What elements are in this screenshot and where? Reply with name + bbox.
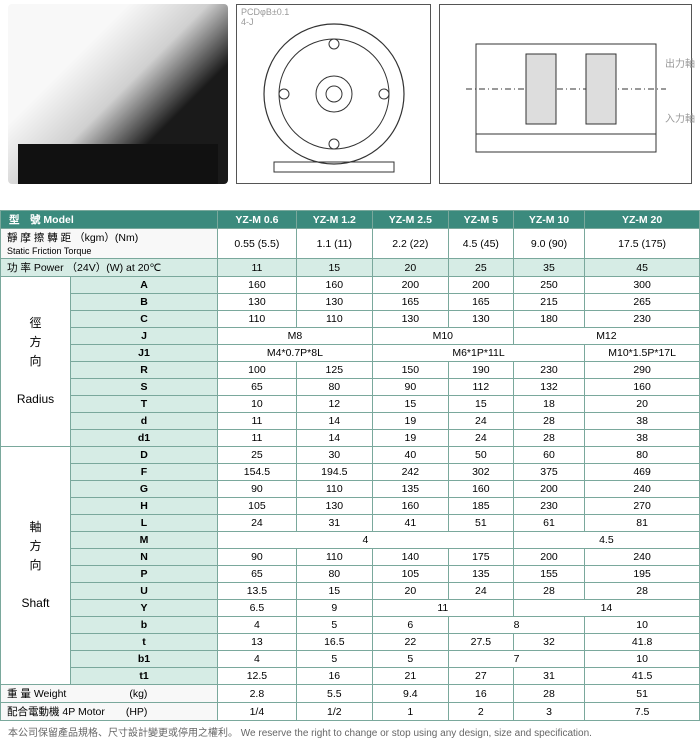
- side-drawing: 出力軸 入力軸: [439, 4, 692, 184]
- shaft-side: 軸方向Shaft: [1, 447, 71, 685]
- model-col-1: YZ-M 1.2: [296, 211, 372, 229]
- param-J: J: [71, 328, 218, 345]
- param-b: b: [71, 617, 218, 634]
- model-col-3: YZ-M 5: [448, 211, 513, 229]
- pcd-label: PCDφB±0.1 4-J: [241, 7, 289, 27]
- footnote: 本公司保留產品規格、尺寸設計變更或停用之權利。 We reserve the r…: [0, 721, 700, 742]
- param-b1: b1: [71, 651, 218, 668]
- model-header: 型 號 Model: [1, 211, 218, 229]
- param-t1: t1: [71, 668, 218, 685]
- param-Y: Y: [71, 600, 218, 617]
- diagram-area: PCDφB±0.1 4-J 出力軸 入力軸: [0, 0, 700, 210]
- model-col-5: YZ-M 20: [585, 211, 700, 229]
- in-shaft-label: 入力軸: [665, 110, 695, 125]
- param-F: F: [71, 464, 218, 481]
- param-H: H: [71, 498, 218, 515]
- param-D: D: [71, 447, 218, 464]
- param-S: S: [71, 379, 218, 396]
- param-B: B: [71, 294, 218, 311]
- param-G: G: [71, 481, 218, 498]
- param-A: A: [71, 277, 218, 294]
- product-photo: [8, 4, 228, 184]
- param-d1: d1: [71, 430, 218, 447]
- param-t: t: [71, 634, 218, 651]
- front-drawing: PCDφB±0.1 4-J: [236, 4, 431, 184]
- param-J1: J1: [71, 345, 218, 362]
- model-col-0: YZ-M 0.6: [218, 211, 297, 229]
- motor-label: 配合電動機 4P Motor (HP): [1, 703, 218, 721]
- param-U: U: [71, 583, 218, 600]
- model-col-4: YZ-M 10: [513, 211, 584, 229]
- out-shaft-label: 出力軸: [665, 55, 695, 70]
- side-svg: [466, 14, 666, 174]
- weight-label: 重 量 Weight (kg): [1, 685, 218, 703]
- front-svg: [254, 14, 414, 174]
- param-L: L: [71, 515, 218, 532]
- param-P: P: [71, 566, 218, 583]
- spec-table: 型 號 ModelYZ-M 0.6YZ-M 1.2YZ-M 2.5YZ-M 5Y…: [0, 210, 700, 721]
- param-M: M: [71, 532, 218, 549]
- torque-label: 靜 摩 擦 轉 距 （kgm）(Nm)Static Friction Torqu…: [1, 229, 218, 259]
- param-d: d: [71, 413, 218, 430]
- param-R: R: [71, 362, 218, 379]
- param-N: N: [71, 549, 218, 566]
- model-col-2: YZ-M 2.5: [372, 211, 448, 229]
- param-C: C: [71, 311, 218, 328]
- shaft-labels: 出力軸 入力軸: [665, 55, 695, 125]
- radius-side: 徑方向Radius: [1, 277, 71, 447]
- power-label: 功 率 Power （24V）(W) at 20℃: [1, 259, 218, 277]
- param-T: T: [71, 396, 218, 413]
